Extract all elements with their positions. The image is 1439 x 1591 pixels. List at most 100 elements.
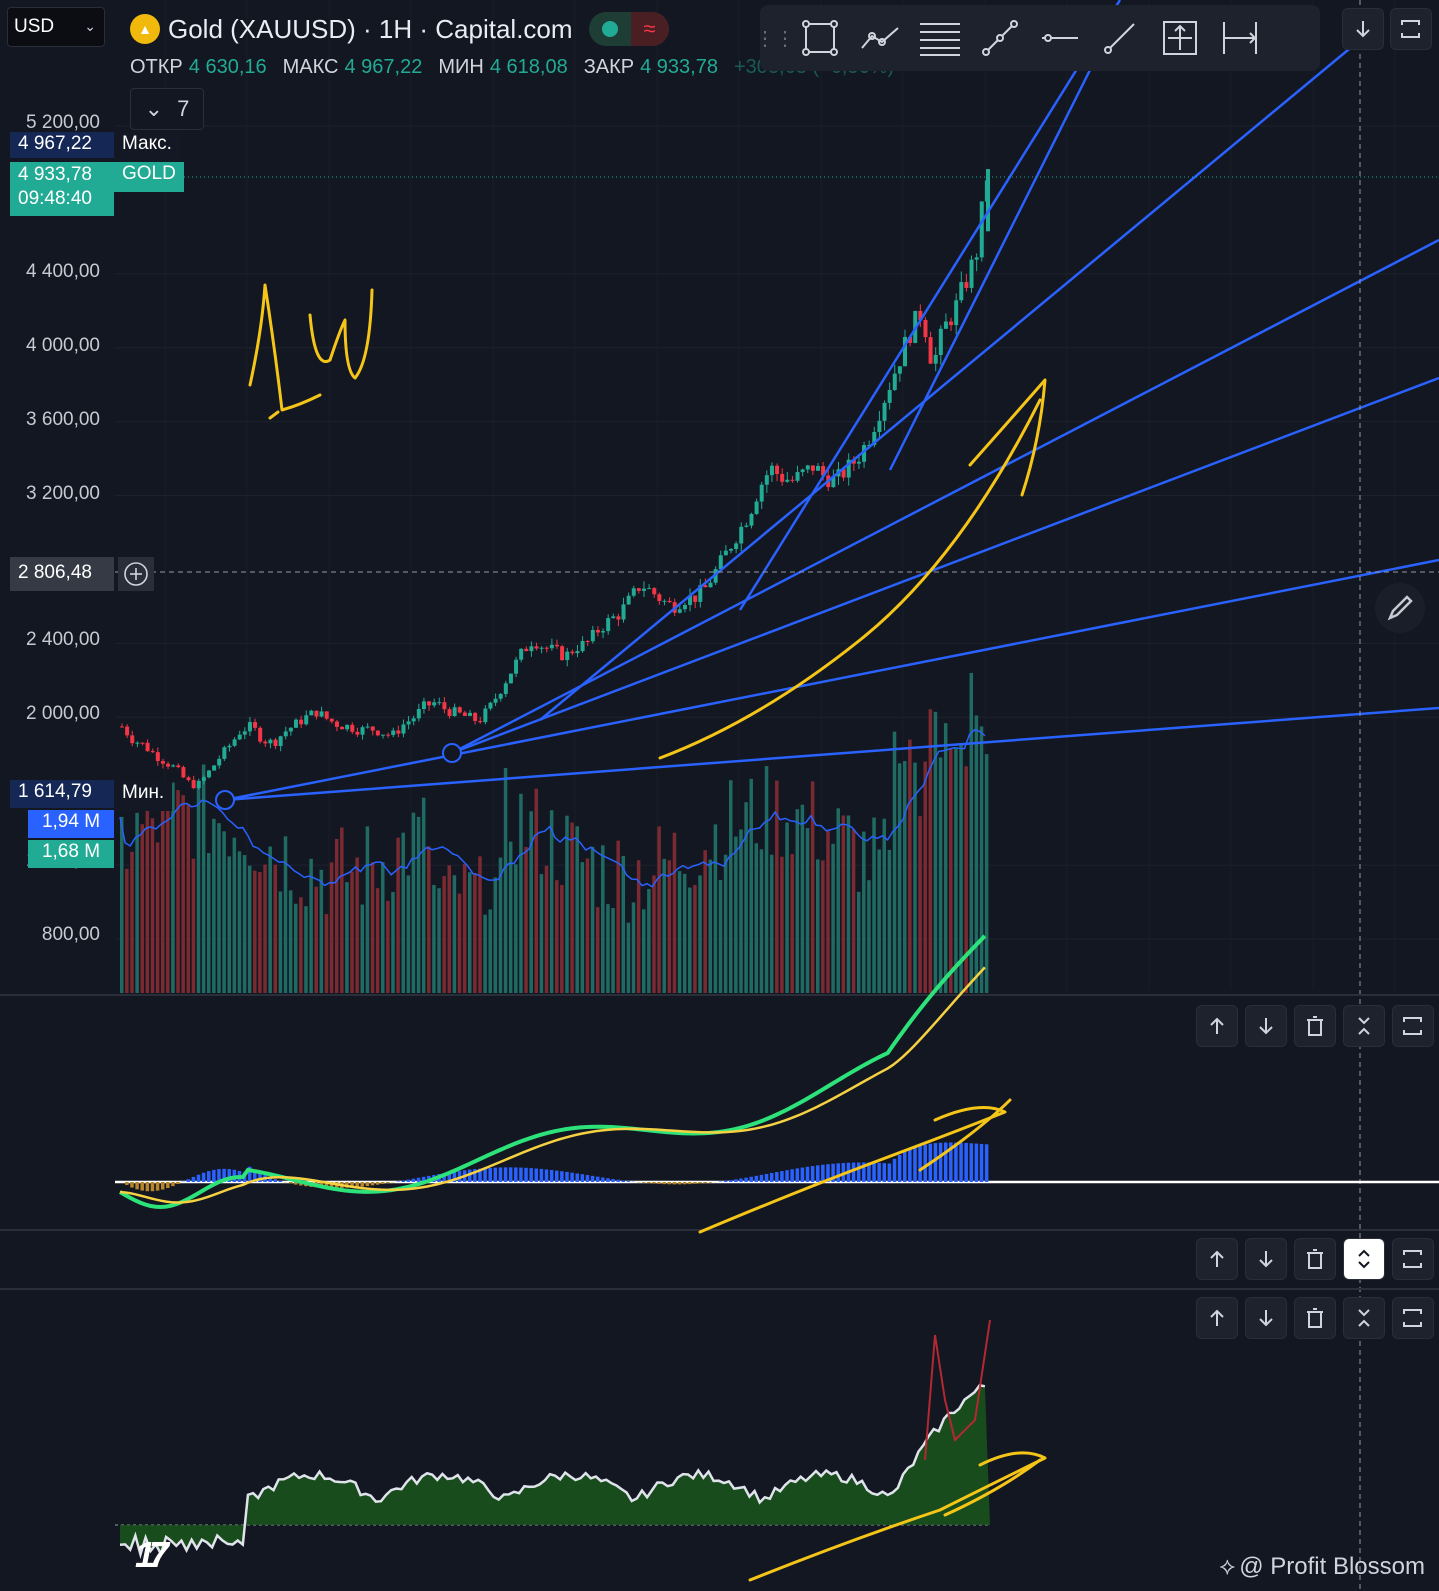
open-value: 4 630,16 [188, 56, 267, 78]
indicators-toggle[interactable]: ⌄ 7 [130, 88, 204, 130]
volume-bar [145, 795, 150, 993]
candle-body [780, 473, 785, 482]
horizontal-ray-icon[interactable] [1030, 8, 1090, 68]
arrow-up-icon[interactable] [1196, 1297, 1238, 1339]
macd-histogram-bar [355, 1182, 359, 1188]
candle-body [145, 742, 150, 752]
collapse-icon[interactable] [1343, 1297, 1385, 1339]
candle-body [769, 465, 774, 476]
candle-body [483, 708, 488, 723]
macd-histogram-bar [785, 1170, 789, 1182]
macd-histogram-bar [539, 1168, 544, 1182]
volume-bar [334, 838, 339, 993]
volume-bar [166, 792, 170, 993]
volume-bar [821, 860, 825, 993]
diamond-icon: ⟡ [1219, 1553, 1236, 1580]
volume-bar [846, 815, 851, 993]
candle-body [959, 282, 964, 301]
macd-histogram-bar [145, 1182, 150, 1192]
macd-histogram-bar [396, 1181, 400, 1182]
candle-body [186, 777, 191, 781]
arrow-down-icon[interactable] [1245, 1238, 1287, 1280]
volume-bar [867, 880, 871, 993]
market-status[interactable]: ≈ [588, 12, 669, 46]
pencil-icon[interactable] [1375, 583, 1425, 633]
max-tag: Макс. [114, 132, 180, 162]
candle-body [795, 472, 800, 481]
trash-icon[interactable] [1294, 1005, 1336, 1047]
macd-histogram-bar [560, 1171, 564, 1182]
volume-bar [984, 754, 989, 993]
volume-bar [319, 869, 324, 993]
candle-body [406, 721, 411, 725]
drag-handle-icon[interactable]: ⋮⋮ [755, 27, 795, 50]
volume-bar [212, 818, 216, 993]
macd-histogram-bar [478, 1168, 482, 1182]
macd-histogram-bar [984, 1144, 989, 1182]
trendline-anchor [215, 790, 235, 810]
arrow-up-icon[interactable] [1196, 1005, 1238, 1047]
candle-body [283, 731, 288, 737]
trash-icon[interactable] [1294, 1297, 1336, 1339]
candle-body [534, 646, 539, 649]
add-alert-button[interactable] [118, 557, 154, 591]
arrow-down-icon[interactable] [1245, 1005, 1287, 1047]
maximize-icon[interactable] [1392, 1238, 1434, 1280]
volume-bar [841, 815, 846, 993]
volume-bar [529, 811, 533, 993]
candle-body [923, 319, 928, 338]
collapse-icon[interactable] [1343, 1005, 1385, 1047]
macd-histogram-bar [278, 1180, 283, 1182]
candle-body [309, 710, 314, 716]
maximize-icon[interactable] [1390, 8, 1432, 50]
candle-body [892, 373, 897, 390]
volume-bar [647, 888, 651, 993]
candle-body [775, 465, 780, 474]
candle-body [242, 731, 247, 735]
expand-icon[interactable] [1343, 1238, 1385, 1280]
volume-bar [775, 780, 779, 993]
ray-icon[interactable] [1090, 8, 1150, 68]
candle-body [304, 715, 309, 725]
macd-histogram-bar [268, 1177, 272, 1182]
candle-body [386, 734, 391, 736]
volume-bar [606, 904, 610, 993]
trash-icon[interactable] [1294, 1238, 1336, 1280]
maximize-icon[interactable] [1392, 1297, 1434, 1339]
macd-histogram-bar [253, 1169, 257, 1182]
candle-body [120, 726, 124, 728]
price-candles [120, 169, 990, 790]
volume-bar [493, 877, 498, 993]
fib-retracement-icon[interactable] [910, 8, 970, 68]
macd-histogram-bar [140, 1182, 144, 1191]
volume-bar [652, 875, 656, 993]
volume-bar [749, 778, 753, 993]
macd-histogram-bar [524, 1167, 528, 1182]
macd-histogram-bar [570, 1172, 574, 1182]
trend-line-icon[interactable] [970, 8, 1030, 68]
volume-bar [283, 836, 288, 993]
max-price-label: 4 967,22 [10, 132, 114, 158]
volume-bar [739, 829, 743, 993]
arrow-down-icon[interactable] [1342, 8, 1384, 50]
arrow-up-icon[interactable] [1196, 1238, 1238, 1280]
date-range-icon[interactable] [1210, 8, 1270, 68]
currency-select[interactable]: USD ⌄ [7, 7, 105, 47]
macd-histogram-bar [734, 1179, 738, 1182]
price-range-icon[interactable] [1150, 8, 1210, 68]
symbol-header[interactable]: ▲ Gold (XAUUSD) · 1H · Capital.com ≈ [130, 12, 669, 46]
macd-histogram-bar [365, 1182, 370, 1186]
volume-bar [949, 748, 953, 993]
macd-histogram-bar [856, 1162, 861, 1182]
macd-histogram-bar [130, 1182, 134, 1188]
macd-histogram-bar [176, 1182, 180, 1184]
open-label: ОТКР [130, 56, 183, 78]
volume-bar [590, 846, 595, 993]
arrow-down-icon[interactable] [1245, 1297, 1287, 1339]
maximize-icon[interactable] [1392, 1005, 1434, 1047]
rectangle-icon[interactable] [790, 8, 850, 68]
macd-histogram-bar [493, 1167, 498, 1182]
path-icon[interactable] [850, 8, 910, 68]
volume-bar [483, 914, 487, 993]
